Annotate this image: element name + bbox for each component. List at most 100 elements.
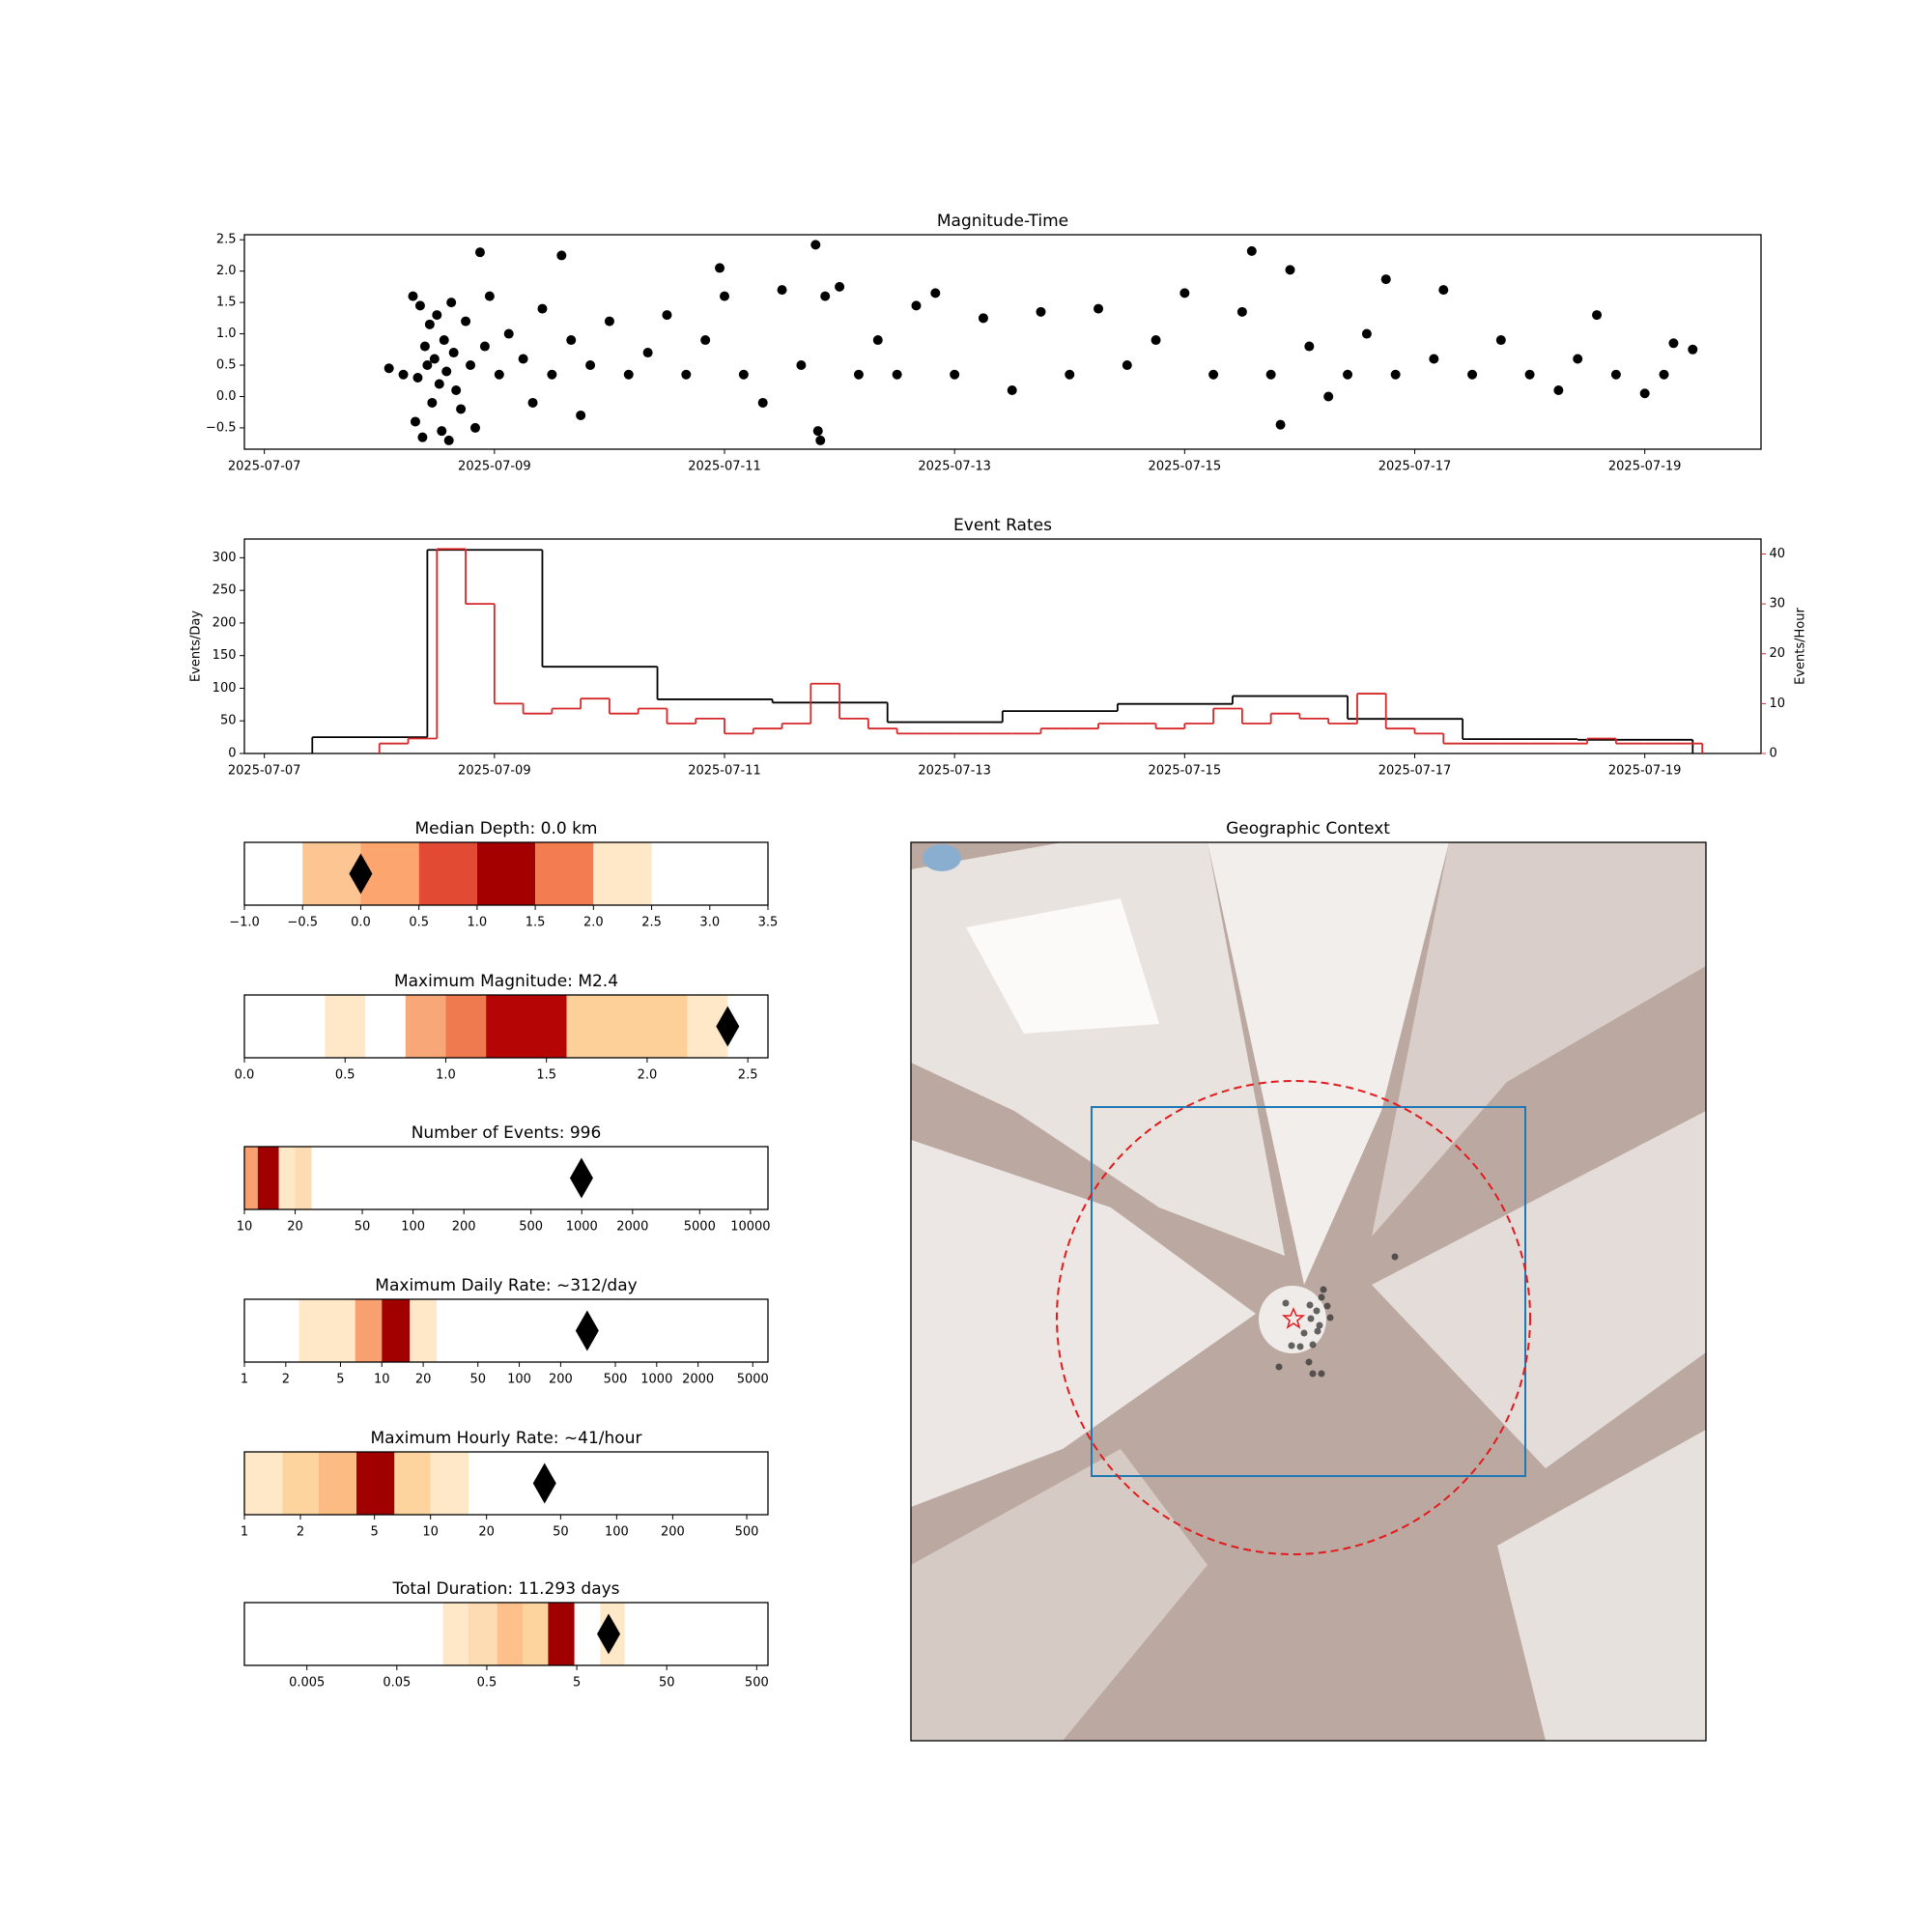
x-tick-label: 20 [287, 1220, 303, 1235]
point [422, 360, 433, 371]
x-tick-label: 200 [452, 1220, 476, 1235]
band [410, 1299, 437, 1362]
point [556, 250, 567, 261]
y2-axis-label: Events/Hour [1794, 607, 1808, 684]
band [318, 1452, 357, 1515]
point [720, 291, 730, 301]
epicenters [1275, 1253, 1399, 1378]
y-tick-label: 200 [213, 615, 237, 630]
x-tick-label: 50 [355, 1220, 371, 1235]
point [432, 310, 442, 321]
x-tick-label: 1 [241, 1373, 248, 1387]
axes-frame [243, 1146, 769, 1210]
point [456, 404, 467, 414]
point [1668, 338, 1679, 349]
x-tick-label: 1.5 [526, 916, 546, 930]
x-tick-label: 1.5 [536, 1068, 556, 1083]
x-tick-label: 100 [401, 1220, 425, 1235]
x-tick-label: 2025-07-13 [918, 460, 991, 474]
point [547, 369, 557, 380]
point [1390, 369, 1401, 380]
point [469, 422, 480, 433]
point [1524, 369, 1535, 380]
x-tick-label: 50 [469, 1373, 486, 1387]
axes-frame [243, 1602, 769, 1666]
point [950, 369, 960, 380]
x-tick-label: 2025-07-09 [458, 460, 531, 474]
y-tick-label: 100 [213, 681, 237, 696]
map-frame [910, 841, 1707, 1742]
x-tick-label: 5 [336, 1373, 344, 1387]
point [466, 360, 476, 371]
band [468, 1603, 497, 1665]
point [398, 369, 409, 380]
x-tick-label: 5 [573, 1676, 581, 1690]
band [394, 1452, 431, 1515]
point [738, 369, 749, 380]
band [535, 842, 594, 905]
band [430, 1452, 469, 1515]
point [1007, 384, 1017, 395]
point [1495, 335, 1506, 346]
y2-tick-label: 40 [1770, 547, 1786, 561]
point [441, 366, 452, 377]
x-tick-label: −1.0 [229, 916, 260, 930]
point [1659, 369, 1669, 380]
point [820, 291, 831, 301]
point [518, 354, 528, 364]
point [448, 348, 459, 358]
point [576, 410, 586, 420]
band [278, 1147, 296, 1209]
band [282, 1452, 319, 1515]
marker [575, 1310, 599, 1351]
y-tick-label: 2.5 [216, 233, 237, 247]
y-tick-label: 50 [220, 714, 237, 728]
point [437, 426, 447, 437]
point [1094, 303, 1104, 314]
y-tick-label: 2.0 [216, 264, 237, 278]
chart-title: Magnitude-Time [937, 212, 1068, 231]
bounding-box [1091, 1106, 1526, 1477]
point [796, 360, 807, 371]
point [503, 328, 514, 339]
point [1246, 245, 1257, 256]
point [414, 300, 425, 311]
band [442, 1603, 469, 1665]
point [419, 341, 430, 352]
band [566, 995, 688, 1058]
x-tick-label: 2025-07-15 [1149, 764, 1222, 779]
band [244, 1147, 258, 1209]
y-tick-label: 0.0 [216, 389, 237, 404]
x-tick-label: 1.0 [468, 916, 488, 930]
band [325, 995, 366, 1058]
x-tick-label: 200 [661, 1525, 685, 1540]
x-tick-label: 2.0 [638, 1068, 658, 1083]
band [476, 842, 536, 905]
axes-frame [243, 234, 1762, 450]
point [429, 354, 440, 364]
band [497, 1603, 524, 1665]
map: Geographic Context [910, 819, 1707, 1742]
point [1275, 419, 1286, 430]
point [1304, 341, 1315, 352]
x-tick-label: 2025-07-11 [688, 460, 761, 474]
band [405, 995, 446, 1058]
point [1208, 369, 1219, 380]
x-tick-label: 500 [604, 1373, 628, 1387]
point [642, 348, 653, 358]
point [853, 369, 864, 380]
point [1610, 369, 1621, 380]
point [911, 300, 922, 311]
band [244, 1452, 283, 1515]
point [978, 313, 988, 324]
y-tick-label: 1.0 [216, 327, 237, 341]
x-tick-label: 2025-07-19 [1608, 460, 1682, 474]
marker [532, 1463, 556, 1504]
point [1343, 369, 1353, 380]
point [1639, 388, 1650, 399]
x-tick-label: 20 [478, 1525, 495, 1540]
point [1122, 360, 1132, 371]
chart-title: Maximum Hourly Rate: ~41/hour [371, 1429, 642, 1448]
band [355, 1299, 383, 1362]
x-tick-label: 3.5 [758, 916, 779, 930]
